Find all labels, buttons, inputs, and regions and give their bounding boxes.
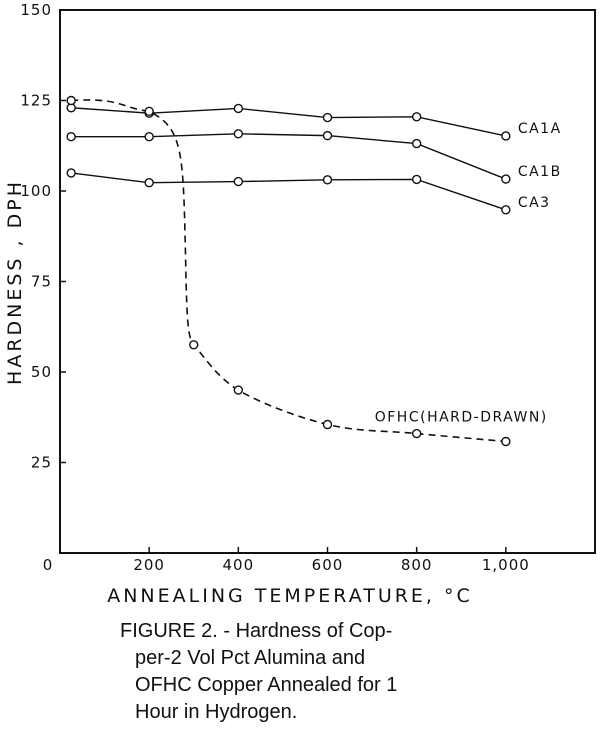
y-tick-label-150: 150: [20, 1, 52, 19]
x-tick-label-400: 400: [223, 556, 255, 574]
data-point-ca1b-200: [144, 131, 154, 142]
caption-line-2: per-2 Vol Pct Alumina and: [135, 647, 366, 669]
data-point-ofhc-hard-drawn-25: [66, 95, 76, 106]
data-point-ca1b-400: [233, 129, 244, 139]
y-axis-title: HARDNESS , DPH: [4, 179, 26, 385]
data-point-ofhc-hard-drawn-1000: [501, 436, 511, 447]
series-label-ofhc-hard-drawn: OFHC(HARD-DRAWN): [375, 410, 548, 426]
caption-line-4: Hour in Hydrogen.: [135, 701, 298, 723]
caption-line-1: FIGURE 2. - Hardness of Cop-: [120, 620, 393, 642]
y-tick-label-125: 125: [20, 92, 52, 110]
data-point-ca1b-600: [322, 130, 333, 141]
series-line-ca1b: [71, 133, 507, 180]
y-tick-label-75: 75: [31, 273, 52, 291]
data-point-ca3-1000: [501, 205, 511, 215]
data-point-ca1b-1000: [501, 174, 511, 184]
data-point-ca3-800: [411, 174, 422, 185]
data-point-ca1b-800: [411, 138, 422, 149]
figure-caption: FIGURE 2. - Hardness of Cop- per-2 Vol P…: [120, 618, 450, 726]
x-tick-label-1000: 1,000: [482, 556, 530, 574]
x-axis-title: ANNEALING TEMPERATURE, °C: [107, 585, 473, 607]
data-point-ofhc-hard-drawn-600: [322, 419, 333, 430]
series-line-ca1a: [71, 107, 506, 137]
data-point-ca1b-25: [66, 131, 76, 142]
plot-frame: [59, 9, 596, 554]
data-point-ca1a-400: [233, 103, 244, 114]
series-line-ca3: [71, 172, 507, 211]
x-tick-label-600: 600: [312, 556, 344, 574]
data-point-ca1a-800: [411, 112, 422, 122]
x-tick-label-200: 200: [133, 556, 165, 574]
data-point-ofhc-hard-drawn-800: [411, 428, 422, 439]
x-tick-label-800: 800: [401, 556, 433, 574]
data-point-ofhc-hard-drawn-300: [189, 340, 199, 350]
y-tick-label-100: 100: [20, 182, 52, 200]
series-label-ca1b: CA1B: [518, 164, 562, 180]
data-point-ca3-25: [66, 168, 76, 178]
y-tick-label-25: 25: [31, 454, 52, 472]
data-point-ca3-600: [322, 175, 333, 185]
data-point-ca3-200: [144, 177, 154, 188]
data-point-ofhc-hard-drawn-400: [233, 385, 244, 395]
data-point-ca3-400: [233, 176, 244, 187]
caption-line-3: OFHC Copper Annealed for 1: [135, 674, 398, 696]
series-label-ca3: CA3: [518, 195, 551, 211]
hardness-chart: 25 50 75 100 125 150 0 200 400 600 800 1,000 CA1A CA1…: [4, 1, 596, 607]
y-tick-label-50: 50: [31, 363, 52, 381]
series-line-ofhc-hard-drawn: [71, 99, 506, 443]
data-point-ofhc-hard-drawn-200: [144, 106, 154, 117]
data-point-ca1a-600: [322, 112, 333, 123]
series-label-ca1a: CA1A: [518, 121, 562, 137]
x-tick-label-0: 0: [43, 556, 54, 574]
data-point-ca1a-1000: [501, 131, 511, 141]
